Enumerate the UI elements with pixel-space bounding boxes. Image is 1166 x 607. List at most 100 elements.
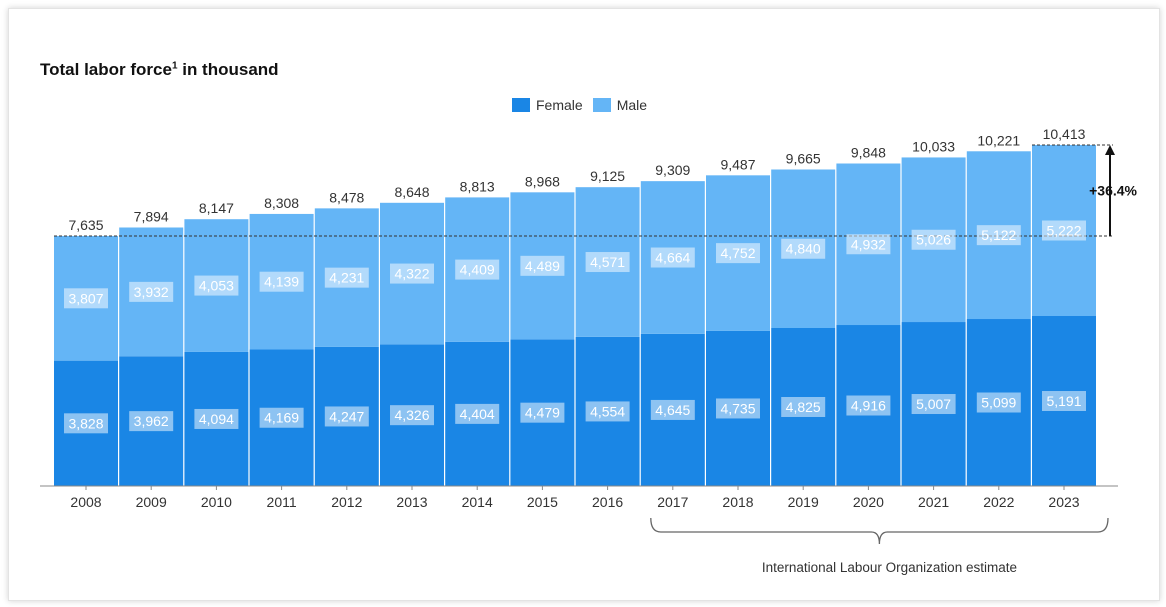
data-label-female-2014: 4,404 (460, 406, 495, 422)
x-tick-label-2013: 2013 (396, 494, 427, 510)
data-label-female-2023: 5,191 (1046, 393, 1081, 409)
total-label-2022: 10,221 (977, 132, 1020, 148)
data-label-female-2019-bg (781, 396, 826, 417)
data-label-female-2020: 4,916 (851, 398, 886, 414)
data-label-male-2016-bg (585, 252, 630, 273)
data-label-male-2019-bg (781, 238, 826, 259)
legend: Female Male (512, 97, 647, 113)
total-label-2008: 7,635 (68, 217, 103, 233)
data-label-female-2019: 4,825 (786, 399, 821, 415)
data-label-female-2013: 4,326 (394, 407, 429, 423)
data-label-male-2009-bg (129, 281, 174, 302)
x-tick-label-2008: 2008 (70, 494, 101, 510)
data-label-female-2021: 5,007 (916, 396, 951, 412)
data-label-male-2022: 5,122 (981, 227, 1016, 243)
data-label-male-2008-bg (64, 288, 108, 309)
data-label-male-2018-bg (716, 243, 760, 264)
data-label-male-2018: 4,752 (720, 245, 755, 261)
total-label-2010: 8,147 (199, 200, 234, 216)
data-label-female-2014-bg (455, 403, 500, 424)
total-label-2012: 8,478 (329, 189, 364, 205)
data-label-male-2012-bg (324, 267, 369, 288)
data-label-male-2019: 4,840 (786, 241, 821, 257)
data-label-male-2011-bg (259, 271, 304, 292)
x-tick-label-2019: 2019 (788, 494, 819, 510)
data-label-female-2012-bg (324, 406, 369, 427)
chart-title: Total labor force1 in thousand (40, 60, 279, 79)
data-label-male-2020-bg (846, 234, 891, 255)
data-label-male-2015-bg (520, 255, 565, 276)
growth-label: +36.4% (1089, 182, 1137, 198)
legend-item-female: Female (512, 97, 583, 113)
data-label-male-2010: 4,053 (199, 278, 234, 294)
total-label-2019: 9,665 (786, 150, 821, 166)
data-label-female-2022-bg (976, 392, 1021, 413)
data-label-male-2014-bg (455, 259, 500, 280)
growth-arrow-head (1105, 145, 1115, 155)
data-label-female-2022: 5,099 (981, 395, 1016, 411)
data-label-female-2009: 3,962 (134, 413, 169, 429)
data-label-male-2015: 4,489 (525, 258, 560, 274)
data-label-female-2017-bg (650, 399, 695, 420)
total-label-2015: 8,968 (525, 173, 560, 189)
data-label-female-2008-bg (64, 413, 108, 434)
data-label-female-2012: 4,247 (329, 408, 364, 424)
data-label-male-2023-bg (1042, 220, 1086, 241)
data-label-male-2014: 4,409 (460, 262, 495, 278)
data-label-male-2011: 4,139 (264, 274, 299, 290)
x-tick-label-2009: 2009 (136, 494, 167, 510)
data-label-male-2020: 4,932 (851, 236, 886, 252)
total-label-2009: 7,894 (134, 208, 169, 224)
data-label-female-2015: 4,479 (525, 405, 560, 421)
total-label-2021: 10,033 (912, 138, 955, 154)
estimate-bracket (650, 517, 1109, 545)
data-label-female-2010-bg (194, 408, 239, 429)
x-tick-label-2017: 2017 (657, 494, 688, 510)
x-tick-label-2021: 2021 (918, 494, 949, 510)
x-tick-label-2016: 2016 (592, 494, 623, 510)
data-label-female-2011-bg (259, 407, 304, 428)
legend-item-male: Male (592, 97, 647, 113)
x-tick-label-2011: 2011 (267, 494, 297, 510)
legend-swatch-female (512, 98, 530, 112)
data-label-male-2022-bg (976, 225, 1021, 246)
data-label-female-2009-bg (129, 411, 174, 432)
data-label-male-2023: 5,222 (1046, 223, 1081, 239)
data-label-male-2016: 4,571 (590, 254, 625, 270)
data-label-male-2009: 3,932 (134, 284, 169, 300)
x-tick-label-2015: 2015 (527, 494, 558, 510)
total-label-2011: 8,308 (264, 195, 299, 211)
total-label-2016: 9,125 (590, 168, 625, 184)
data-label-male-2021: 5,026 (916, 232, 951, 248)
data-label-female-2010: 4,094 (199, 411, 234, 427)
total-label-2023: 10,413 (1043, 126, 1086, 142)
total-label-2013: 8,648 (394, 184, 429, 200)
x-tick-label-2012: 2012 (331, 494, 362, 510)
data-label-male-2010-bg (194, 275, 239, 296)
x-tick-label-2020: 2020 (853, 494, 884, 510)
total-label-2020: 9,848 (851, 145, 886, 161)
data-label-female-2013-bg (390, 405, 434, 426)
data-label-female-2020-bg (846, 395, 891, 416)
x-tick-label-2018: 2018 (722, 494, 753, 510)
total-label-2014: 8,813 (460, 178, 495, 194)
x-tick-label-2010: 2010 (201, 494, 232, 510)
data-label-female-2016-bg (585, 401, 630, 422)
data-label-female-2018-bg (716, 398, 760, 419)
data-label-female-2008: 3,828 (68, 415, 103, 431)
data-label-male-2012: 4,231 (329, 270, 364, 286)
data-label-male-2021-bg (911, 229, 956, 250)
x-tick-label-2022: 2022 (983, 494, 1014, 510)
data-label-female-2023-bg (1042, 391, 1086, 412)
total-label-2017: 9,309 (655, 162, 690, 178)
x-tick-label-2014: 2014 (462, 494, 493, 510)
data-label-female-2018: 4,735 (720, 400, 755, 416)
data-label-female-2021-bg (911, 394, 956, 415)
x-tick-label-2023: 2023 (1048, 494, 1079, 510)
data-label-female-2017: 4,645 (655, 402, 690, 418)
data-label-female-2011: 4,169 (264, 410, 299, 426)
estimate-label: International Labour Organization estima… (762, 560, 1017, 575)
data-label-male-2017-bg (650, 247, 695, 268)
legend-swatch-male (592, 98, 611, 112)
